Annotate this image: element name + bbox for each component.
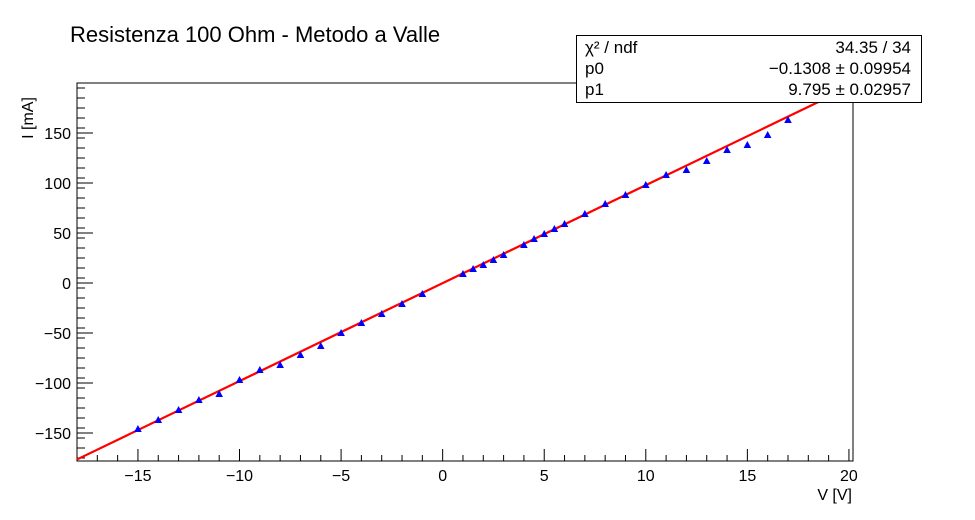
x-tick-label: −10: [226, 468, 253, 485]
x-tick-label: 0: [438, 468, 447, 485]
stats-key: p0: [585, 59, 604, 78]
data-point: [784, 116, 792, 123]
stats-key: χ² / ndf: [585, 38, 638, 57]
data-point: [469, 265, 477, 272]
y-tick-label: −150: [35, 426, 71, 443]
stats-value: −0.1308 ± 0.09954: [768, 59, 911, 78]
data-point: [550, 225, 559, 232]
y-tick-label: −50: [44, 326, 71, 343]
y-tick-label: 50: [53, 226, 71, 243]
data-point: [723, 146, 731, 153]
data-point: [377, 310, 386, 317]
data-point: [398, 300, 406, 307]
stats-key: p1: [585, 80, 604, 99]
data-point: [357, 319, 366, 326]
stats-value: 9.795 ± 0.02957: [788, 80, 911, 99]
x-tick-label: 10: [637, 468, 655, 485]
data-point: [621, 191, 630, 198]
data-point: [296, 351, 305, 358]
data-point: [134, 425, 142, 432]
data-point: [499, 251, 508, 258]
data-point: [530, 235, 538, 242]
data-point: [601, 200, 609, 207]
y-ticks: −150 −100 −50 0 50 100 150: [35, 87, 93, 459]
fit-line: [76, 97, 826, 461]
data-point: [174, 406, 183, 413]
data-point: [215, 390, 223, 397]
data-point: [520, 241, 528, 248]
x-tick-label: −15: [124, 468, 151, 485]
data-point: [641, 181, 650, 188]
stats-row-p1: p1 9.795 ± 0.02957: [577, 80, 921, 100]
data-point: [489, 256, 498, 263]
fit-line-segment: [76, 97, 826, 461]
data-point: [682, 166, 691, 173]
x-tick-label: 20: [840, 468, 858, 485]
stats-row-p0: p0 −0.1308 ± 0.09954: [577, 59, 921, 79]
data-point: [256, 366, 264, 373]
stats-value: 34.35 / 34: [835, 38, 911, 57]
y-tick-label: 100: [44, 176, 71, 193]
data-point: [763, 131, 772, 138]
stats-row-chi2: χ² / ndf 34.35 / 34: [577, 38, 921, 58]
x-tick-label: −5: [332, 468, 350, 485]
x-ticks: −15 −10 −5 0 5 10 15 20: [76, 449, 858, 485]
data-point: [418, 290, 427, 297]
x-axis-label: V [V]: [817, 487, 852, 504]
y-tick-label: 150: [44, 126, 71, 143]
data-point: [581, 210, 589, 217]
data-point: [459, 270, 467, 277]
data-point: [316, 342, 325, 349]
chart-title: Resistenza 100 Ohm - Metodo a Valle: [70, 22, 441, 47]
data-point: [154, 416, 163, 423]
data-point: [337, 329, 345, 336]
data-point: [276, 361, 284, 368]
data-point: [662, 171, 670, 178]
fit-stats-box: χ² / ndf 34.35 / 34 p0 −0.1308 ± 0.09954…: [576, 35, 922, 103]
y-tick-label: 0: [62, 276, 71, 293]
data-point: [195, 396, 203, 403]
data-points: [134, 116, 792, 432]
data-point: [743, 141, 752, 148]
x-tick-label: 15: [738, 468, 756, 485]
frame: [76, 82, 854, 462]
data-point: [540, 230, 549, 237]
data-point: [479, 261, 488, 268]
y-tick-label: −100: [35, 376, 71, 393]
y-axis-label: I [mA]: [20, 97, 37, 139]
x-tick-label: 5: [540, 468, 549, 485]
data-point: [560, 220, 569, 227]
data-point: [702, 157, 711, 164]
data-point: [235, 376, 244, 383]
